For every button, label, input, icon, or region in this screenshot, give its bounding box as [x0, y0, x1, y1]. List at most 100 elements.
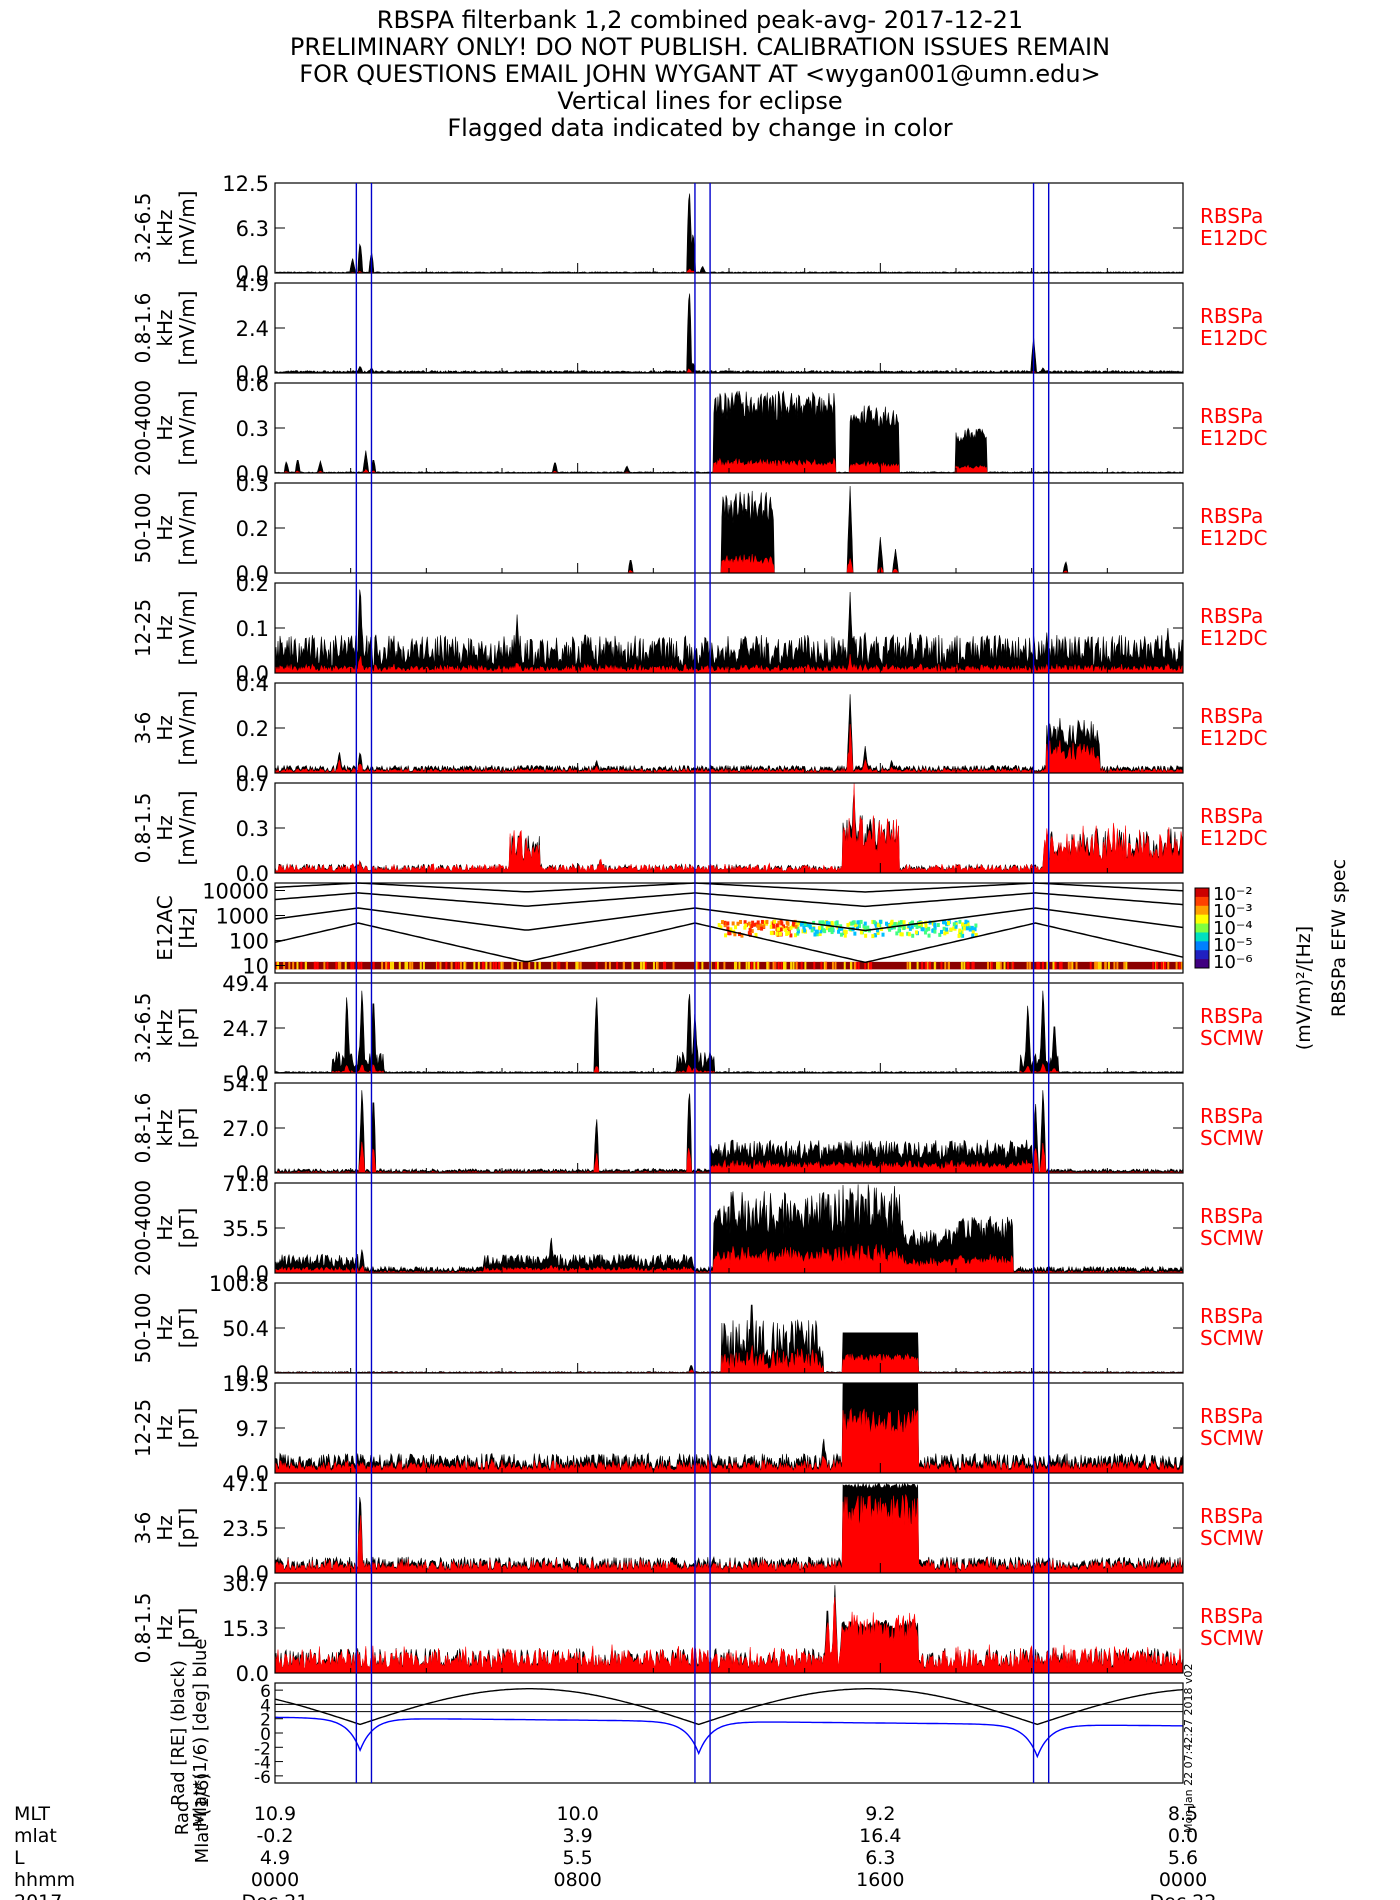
low-freq-streak	[436, 961, 439, 970]
low-freq-streak	[485, 961, 488, 970]
low-freq-streak	[971, 961, 974, 970]
spectral-pixel	[838, 927, 842, 932]
x-tick-value-L: 6.3	[865, 1847, 895, 1869]
spectrogram-side-label: RBSPa EFW spec	[1328, 859, 1350, 1017]
spectral-pixel	[805, 922, 809, 927]
spectral-pixel	[910, 924, 914, 929]
y-axis-label: 3.2-6.5	[131, 993, 155, 1064]
peak-series	[274, 193, 1184, 274]
low-freq-streak	[335, 961, 338, 970]
spectral-pixel	[819, 929, 823, 934]
spectral-pixel	[968, 927, 972, 932]
spectral-pixel	[952, 926, 956, 931]
low-freq-streak	[795, 961, 798, 970]
low-freq-streak	[1067, 961, 1070, 970]
panel-frame	[274, 182, 1184, 274]
low-freq-streak	[1003, 961, 1006, 970]
spectral-pixel	[796, 922, 800, 927]
y-axis-label: [mV/m]	[175, 691, 199, 766]
y-tick-label: 0.0	[236, 1662, 269, 1686]
spectral-pixel	[846, 923, 850, 928]
spectral-pixel	[756, 923, 760, 928]
spectral-pixel	[794, 924, 798, 929]
spectral-pixel	[837, 929, 841, 934]
spectral-pixel	[942, 920, 946, 925]
spectral-pixel	[966, 920, 970, 925]
radius-curve	[274, 1688, 1184, 1726]
low-freq-streak	[608, 961, 611, 970]
spectral-pixel	[933, 929, 937, 934]
low-freq-streak	[296, 961, 299, 970]
low-freq-streak	[337, 961, 340, 970]
low-freq-streak	[834, 961, 837, 970]
colorbar-segment	[1195, 923, 1209, 933]
spectral-pixel	[803, 921, 807, 926]
spectral-pixel	[876, 923, 880, 928]
low-freq-streak	[733, 961, 736, 970]
spectral-pixel	[872, 920, 876, 925]
y-tick-label: 0.0	[236, 1362, 269, 1386]
eclipse-lines	[355, 183, 1050, 1783]
spectral-pixel	[947, 920, 951, 925]
y-tick-label: 50.4	[222, 1317, 269, 1341]
spectral-pixel	[779, 919, 783, 924]
spectral-pixel	[792, 922, 796, 927]
low-freq-streak	[1104, 961, 1107, 970]
x-row-name: mlat	[14, 1825, 57, 1847]
low-freq-streak	[868, 961, 871, 970]
y-axis-label: [mV/m]	[175, 591, 199, 666]
low-freq-streak	[511, 961, 514, 970]
spectral-pixel	[907, 932, 911, 937]
y-tick-label: 24.7	[222, 1017, 269, 1041]
spectral-pixel	[853, 931, 857, 936]
spectral-pixel	[850, 921, 854, 926]
y-axis-label: Mlat*(1/6) [deg] blue	[190, 1639, 211, 1828]
x-tick-value-hhmm: 1600	[856, 1869, 904, 1891]
spectral-pixel	[726, 921, 730, 926]
spectral-pixel	[817, 926, 821, 931]
panel-frame	[274, 982, 1184, 1074]
spectral-pixel	[911, 933, 915, 938]
low-freq-streak	[997, 961, 1000, 970]
spectral-pixel	[723, 920, 727, 925]
peak-series	[274, 589, 1184, 674]
low-freq-streak	[1006, 961, 1009, 970]
spectral-pixel	[736, 921, 740, 926]
spectral-pixel	[944, 921, 948, 926]
spectral-pixel	[828, 921, 832, 926]
low-freq-streak	[385, 961, 388, 970]
low-freq-streak	[538, 961, 541, 970]
spectral-pixel	[874, 933, 878, 938]
spectral-pixel	[762, 924, 766, 929]
low-freq-streak	[1163, 961, 1166, 970]
low-freq-streak	[495, 961, 498, 970]
gyrofrequency-curve	[274, 922, 1184, 964]
low-freq-streak	[960, 961, 963, 970]
low-freq-streak	[772, 961, 775, 970]
y-tick-label: 100.8	[209, 1272, 269, 1296]
spectral-pixel	[796, 929, 800, 934]
low-freq-streak	[360, 961, 363, 970]
low-freq-streak	[824, 961, 827, 970]
low-freq-streak	[1026, 961, 1029, 970]
x-tick-value-MLT: 10.0	[557, 1803, 599, 1825]
y-tick-label: 0.2	[236, 517, 269, 541]
source-label: RBSPa	[1200, 1304, 1263, 1328]
y-axis-label: 50-100	[131, 1293, 155, 1364]
source-label: E12DC	[1200, 526, 1267, 550]
y-tick-label: 0.0	[236, 562, 269, 586]
colorbar-tick-label: 10⁻²	[1213, 884, 1253, 905]
y-axis-label: [mV/m]	[175, 291, 199, 366]
low-freq-streak	[616, 961, 619, 970]
spectral-pixel	[839, 924, 843, 929]
source-label: SCMW	[1200, 1126, 1264, 1150]
spectral-pixel	[750, 924, 754, 929]
low-freq-streak	[701, 961, 704, 970]
low-freq-streak	[288, 961, 291, 970]
spectral-pixel	[965, 926, 969, 931]
low-freq-streak	[1178, 961, 1181, 970]
source-label: RBSPa	[1200, 704, 1263, 728]
source-label: SCMW	[1200, 1426, 1264, 1450]
y-tick-label: 0.3	[236, 472, 269, 496]
